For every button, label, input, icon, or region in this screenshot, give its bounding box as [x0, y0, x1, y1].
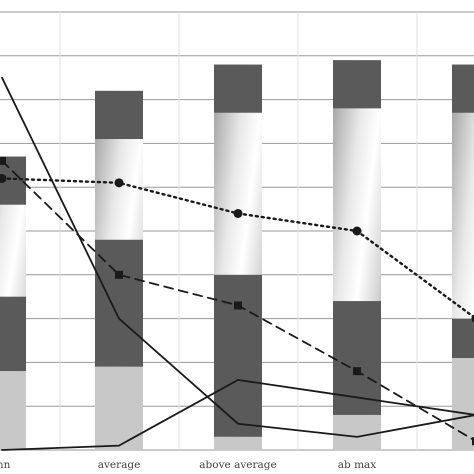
bar-middle-segment — [452, 318, 474, 359]
bars — [0, 60, 474, 451]
bar-top-segment — [333, 60, 381, 109]
gridlines — [0, 11, 474, 451]
bar-middle-segment — [0, 296, 26, 372]
bar-top-segment — [214, 64, 262, 113]
x-tick-label: above average — [199, 459, 276, 471]
series-marker-circle — [114, 178, 124, 188]
bar-bottom-segment — [452, 358, 474, 450]
bar-middle-segment — [95, 239, 143, 367]
series-marker-circle — [0, 173, 7, 183]
series-marker-square — [472, 437, 474, 446]
x-tick-label: ab max — [338, 459, 377, 471]
series-line — [1, 378, 474, 451]
series-marker-square — [234, 301, 242, 310]
bar-middle-segment — [214, 274, 262, 437]
series-marker-square — [0, 156, 6, 165]
bar-bottom-segment — [95, 366, 143, 450]
series-marker-circle — [233, 208, 243, 218]
x-tick-label: mn — [0, 459, 11, 471]
x-tick-labels: mn average above average ab max — [0, 459, 376, 471]
bar-top-segment — [95, 90, 143, 140]
series-marker-circle — [471, 314, 474, 323]
series-marker-circle — [352, 226, 362, 236]
series-marker-square — [353, 367, 361, 376]
x-tick-label: average — [98, 459, 141, 471]
series-marker-square — [115, 270, 123, 279]
bar-top-segment — [452, 64, 474, 113]
series-line — [1, 76, 474, 438]
bar-bottom-segment — [333, 414, 381, 450]
bar-bottom-segment — [0, 371, 26, 450]
series-markers — [0, 156, 474, 446]
bar-bottom-segment — [214, 436, 262, 450]
